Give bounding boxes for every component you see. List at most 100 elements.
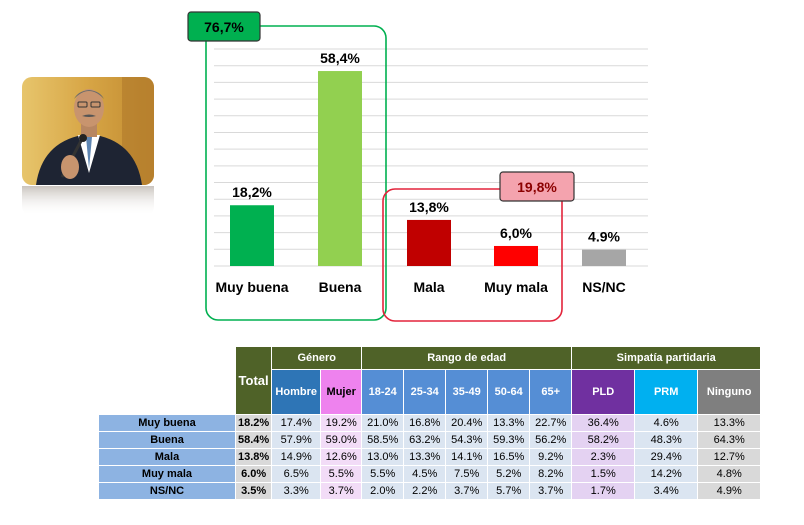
table-cell: 3.7% — [321, 483, 362, 499]
table-cell: 56.2% — [530, 432, 572, 448]
table-group-header-row: Total Género Rango de edad Simpatía part… — [99, 347, 761, 414]
bar — [230, 205, 274, 266]
col-header-prm: PRM — [635, 370, 698, 414]
table-cell: 13.3% — [698, 415, 761, 431]
group-badge — [187, 11, 261, 42]
total-cell: 58.4% — [236, 432, 272, 448]
crosstab-table: Total Género Rango de edad Simpatía part… — [98, 346, 761, 500]
bar-value-label: 18,2% — [232, 184, 272, 200]
row-label: Muy buena — [99, 415, 235, 431]
bar — [494, 245, 538, 266]
bar-value-label: 58,4% — [320, 50, 360, 66]
category-label: NS/NC — [582, 279, 626, 295]
table-cell: 3.3% — [272, 483, 321, 499]
table-cell: 54.3% — [446, 432, 488, 448]
table-cell: 19.2% — [321, 415, 362, 431]
table-cell: 12.6% — [321, 449, 362, 465]
col-header-35-49: 35-49 — [446, 370, 488, 414]
table-cell: 9.2% — [530, 449, 572, 465]
table-cell: 1.5% — [572, 466, 635, 482]
table-cell: 2.2% — [404, 483, 446, 499]
col-header-50-64: 50-64 — [488, 370, 530, 414]
table-cell: 48.3% — [635, 432, 698, 448]
table-cell: 59.3% — [488, 432, 530, 448]
bar — [407, 219, 451, 266]
group-badge-label: 76,7% — [204, 19, 244, 35]
group-header-rango-edad: Rango de edad — [362, 347, 572, 369]
row-label: Buena — [99, 432, 235, 448]
table-cell: 5.5% — [321, 466, 362, 482]
bar-value-label: 13,8% — [409, 199, 449, 215]
group-header-simpatia: Simpatía partidaria — [572, 347, 761, 369]
col-header-ninguno: Ninguno — [698, 370, 761, 414]
group-outline — [382, 188, 563, 322]
table-cell: 5.2% — [488, 466, 530, 482]
bar — [318, 71, 362, 266]
category-label: Buena — [319, 279, 362, 295]
table-cell: 59.0% — [321, 432, 362, 448]
table-cell: 4.8% — [698, 466, 761, 482]
table-cell: 4.9% — [698, 483, 761, 499]
table-cell: 16.5% — [488, 449, 530, 465]
table-cell: 2.3% — [572, 449, 635, 465]
portrait-reflection — [22, 186, 154, 216]
category-label: Muy buena — [215, 279, 288, 295]
table-cell: 58.2% — [572, 432, 635, 448]
table-row: NS/NC 3.5% 3.3% 3.7% 2.0% 2.2% 3.7% 5.7% 3.7% 1.7… — [99, 483, 761, 499]
total-cell: 6.0% — [236, 466, 272, 482]
total-cell: 13.8% — [236, 449, 272, 465]
table-cell: 14.1% — [446, 449, 488, 465]
table-cell: 16.8% — [404, 415, 446, 431]
total-cell: 3.5% — [236, 483, 272, 499]
col-header-65plus: 65+ — [530, 370, 572, 414]
col-header-18-24: 18-24 — [362, 370, 404, 414]
table-cell: 3.7% — [446, 483, 488, 499]
table-cell: 13.0% — [362, 449, 404, 465]
table-body: Muy buena 18.2% 17.4% 19.2% 21.0% 16.8% 20.4% 1… — [99, 415, 761, 499]
table-row: Muy mala 6.0% 6.5% 5.5% 5.5% 4.5% 7.5% 5.2% 8.2%… — [99, 466, 761, 482]
table-cell: 13.3% — [488, 415, 530, 431]
group-badge — [499, 171, 575, 202]
table-cell: 2.0% — [362, 483, 404, 499]
table-cell: 64.3% — [698, 432, 761, 448]
table-cell: 20.4% — [446, 415, 488, 431]
total-header: Total — [236, 347, 272, 414]
table-cell: 21.0% — [362, 415, 404, 431]
table-cell: 5.7% — [488, 483, 530, 499]
table-cell: 17.4% — [272, 415, 321, 431]
group-badge-label: 19,8% — [517, 179, 557, 195]
table-cell: 8.2% — [530, 466, 572, 482]
category-label: Muy mala — [484, 279, 548, 295]
col-header-pld: PLD — [572, 370, 635, 414]
table-cell: 4.5% — [404, 466, 446, 482]
bar-value-label: 6,0% — [500, 225, 532, 241]
col-header-mujer: Mujer — [321, 370, 362, 414]
table-cell: 13.3% — [404, 449, 446, 465]
row-label: NS/NC — [99, 483, 235, 499]
table-cell: 14.9% — [272, 449, 321, 465]
group-outline — [205, 25, 387, 321]
col-header-25-34: 25-34 — [404, 370, 446, 414]
bar — [582, 249, 626, 266]
table-cell: 29.4% — [635, 449, 698, 465]
table-row: Mala 13.8% 14.9% 12.6% 13.0% 13.3% 14.1% 16.5% 9… — [99, 449, 761, 465]
category-label: Mala — [413, 279, 444, 295]
table-cell: 12.7% — [698, 449, 761, 465]
table-cell: 22.7% — [530, 415, 572, 431]
table-row: Muy buena 18.2% 17.4% 19.2% 21.0% 16.8% 20.4% 1… — [99, 415, 761, 431]
table-cell: 3.7% — [530, 483, 572, 499]
row-label: Muy mala — [99, 466, 235, 482]
table-row: Buena 58.4% 57.9% 59.0% 58.5% 63.2% 54.3% 59.3%… — [99, 432, 761, 448]
bar-value-label: 4.9% — [588, 229, 620, 245]
group-header-genero: Género — [272, 347, 362, 369]
col-header-hombre: Hombre — [272, 370, 321, 414]
table-cell: 1.7% — [572, 483, 635, 499]
table-column-header-row: Hombre Mujer 18-24 25-34 35-49 50-64 65+… — [99, 370, 761, 414]
table-cell: 14.2% — [635, 466, 698, 482]
table-cell: 58.5% — [362, 432, 404, 448]
table-cell: 5.5% — [362, 466, 404, 482]
portrait-photo — [22, 77, 154, 185]
table-cell: 57.9% — [272, 432, 321, 448]
total-cell: 18.2% — [236, 415, 272, 431]
table-cell: 63.2% — [404, 432, 446, 448]
